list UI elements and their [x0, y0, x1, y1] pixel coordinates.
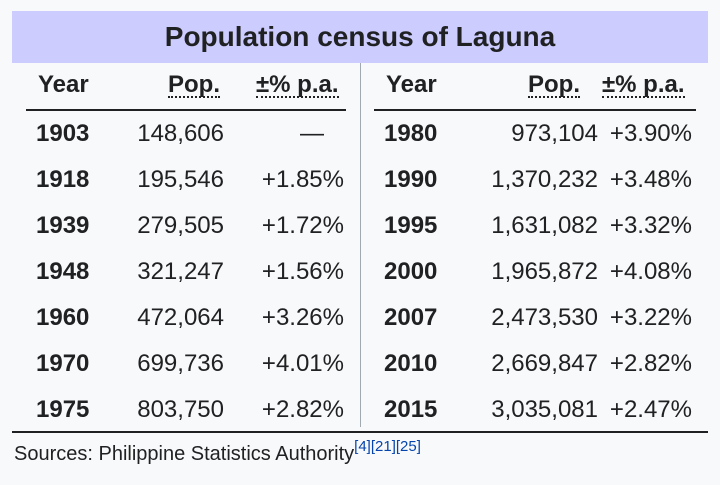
cell-population: 472,064 [137, 304, 224, 331]
header-pct-left[interactable]: ±% p.a. [256, 63, 339, 109]
cell-growth-rate: — [300, 120, 324, 147]
cell-population: 803,750 [137, 396, 224, 423]
header-pop-right[interactable]: Pop. [528, 63, 580, 109]
table-row: 2010 2,669,847 +2.82% [362, 341, 708, 387]
cell-year: 2015 [384, 396, 438, 423]
cell-year: 1903 [36, 120, 90, 147]
table-bottom-border [12, 431, 708, 433]
header-underline-right [374, 109, 696, 111]
table-row: 2015 3,035,081 +2.47% [362, 387, 708, 433]
cell-growth-rate: +1.85% [261, 166, 344, 193]
table-row: 1975 803,750 +2.82% [12, 387, 360, 433]
table-row: 1903 148,606 — [12, 111, 360, 157]
sources-text: Sources: Philippine Statistics Authority [14, 443, 355, 465]
cell-growth-rate: +1.56% [261, 258, 344, 285]
cell-population: 973,104 [511, 120, 598, 147]
header-pct-abbr[interactable]: ±% p.a. [602, 71, 685, 98]
cell-year: 1918 [36, 166, 90, 193]
cell-population: 2,669,847 [491, 350, 598, 377]
cell-population: 148,606 [137, 120, 224, 147]
cell-population: 279,505 [137, 212, 224, 239]
header-pop-abbr[interactable]: Pop. [528, 71, 580, 98]
header-pct-abbr[interactable]: ±% p.a. [256, 71, 339, 98]
cell-year: 1980 [384, 120, 438, 147]
table-row: 1948 321,247 +1.56% [12, 249, 360, 295]
cell-growth-rate: +4.01% [261, 350, 344, 377]
table-row: 1980 973,104 +3.90% [362, 111, 708, 157]
cell-growth-rate: +2.82% [261, 396, 344, 423]
table-row: 1995 1,631,082 +3.32% [362, 203, 708, 249]
table-row: 1918 195,546 +1.85% [12, 157, 360, 203]
cell-population: 3,035,081 [491, 396, 598, 423]
cell-year: 1990 [384, 166, 438, 193]
table-row: 2000 1,965,872 +4.08% [362, 249, 708, 295]
header-year-right: Year [386, 63, 437, 109]
table-row: 1960 472,064 +3.26% [12, 295, 360, 341]
header-year-label: Year [386, 71, 437, 98]
cell-growth-rate: +3.32% [609, 212, 692, 239]
header-pop-left[interactable]: Pop. [168, 63, 220, 109]
cell-growth-rate: +3.26% [261, 304, 344, 331]
sources-note: Sources: Philippine Statistics Authority… [14, 438, 421, 468]
cell-population: 1,631,082 [491, 212, 598, 239]
cell-year: 1995 [384, 212, 438, 239]
citation-link-25[interactable]: [25] [395, 438, 421, 455]
cell-year: 1960 [36, 304, 90, 331]
census-table-left-half: Year Pop. ±% p.a. 1903 148,606 — 1918 195,54… [12, 63, 360, 427]
cell-population: 2,473,530 [491, 304, 598, 331]
cell-year: 2010 [384, 350, 438, 377]
cell-growth-rate: +2.47% [609, 396, 692, 423]
cell-population: 1,965,872 [491, 258, 598, 285]
cell-growth-rate: +2.82% [609, 350, 692, 377]
citation-link-4[interactable]: [4] [354, 438, 371, 455]
cell-growth-rate: +3.22% [609, 304, 692, 331]
cell-growth-rate: +3.48% [609, 166, 692, 193]
table-title: Population census of Laguna [12, 11, 708, 63]
cell-year: 1975 [36, 396, 90, 423]
citation-link-21[interactable]: [21] [370, 438, 396, 455]
table-row: 1990 1,370,232 +3.48% [362, 157, 708, 203]
table-row: 1939 279,505 +1.72% [12, 203, 360, 249]
column-divider [360, 63, 361, 427]
cell-growth-rate: +1.72% [261, 212, 344, 239]
cell-year: 1948 [36, 258, 90, 285]
table-row: 1970 699,736 +4.01% [12, 341, 360, 387]
cell-year: 1939 [36, 212, 90, 239]
header-year-left: Year [38, 63, 89, 109]
cell-population: 699,736 [137, 350, 224, 377]
header-year-label: Year [38, 71, 89, 98]
cell-year: 2000 [384, 258, 438, 285]
cell-growth-rate: +4.08% [609, 258, 692, 285]
cell-growth-rate: +3.90% [609, 120, 692, 147]
cell-year: 2007 [384, 304, 438, 331]
cell-population: 321,247 [137, 258, 224, 285]
header-pop-abbr[interactable]: Pop. [168, 71, 220, 98]
cell-population: 1,370,232 [491, 166, 598, 193]
cell-population: 195,546 [137, 166, 224, 193]
table-row: 2007 2,473,530 +3.22% [362, 295, 708, 341]
cell-year: 1970 [36, 350, 90, 377]
census-table-right-half: Year Pop. ±% p.a. 1980 973,104 +3.90% 1990 1… [362, 63, 708, 427]
header-underline-left [26, 109, 346, 111]
header-pct-right[interactable]: ±% p.a. [602, 63, 685, 109]
